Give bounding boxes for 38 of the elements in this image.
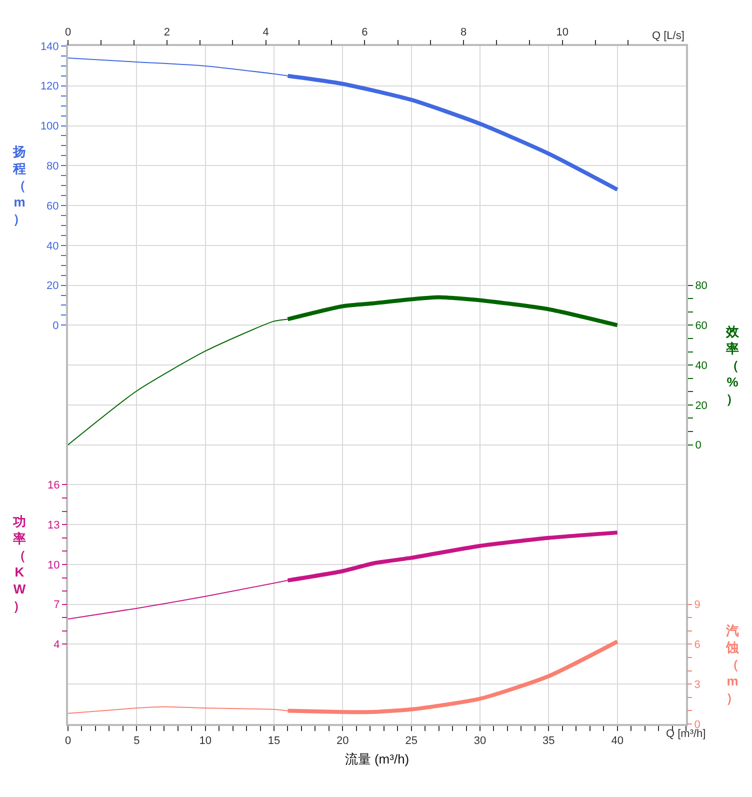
y-tick-label: 120 xyxy=(40,80,59,93)
y-tick-label: 9 xyxy=(694,599,700,612)
text: Q [m³/h] xyxy=(666,728,706,740)
x-tick-label: 0 xyxy=(64,735,72,748)
x2-tick-label: 8 xyxy=(460,26,467,39)
y-axis-title: 汽蚀（m） xyxy=(725,623,739,706)
y-tick-label: 3 xyxy=(694,678,700,691)
y3-axis-title: 功率（KW） xyxy=(12,514,26,614)
x2-tick-label: 6 xyxy=(362,26,368,39)
y-tick-label: 20 xyxy=(46,280,59,292)
x-tick-label: 30 xyxy=(474,735,486,748)
y-tick-label: 140 xyxy=(40,40,59,53)
x2-tick-label: 10 xyxy=(556,26,569,39)
y-tick-label: 100 xyxy=(40,120,59,133)
x-tick-label: 35 xyxy=(542,735,555,748)
x-tick-label: 25 xyxy=(405,735,418,748)
x2-axis-title: Q [L/s] xyxy=(652,30,684,42)
y3-tick-label: 4 xyxy=(54,639,60,652)
x-tick-label: 20 xyxy=(336,735,349,748)
y-axis-title: 扬程（m） xyxy=(12,144,26,227)
y-tick-label: 80 xyxy=(46,160,59,172)
y3-tick-label: 16 xyxy=(48,480,60,492)
y2-axis-title: 效率（%） xyxy=(725,324,740,407)
y-tick-label: 0 xyxy=(52,320,59,332)
x2-tick-label: 4 xyxy=(262,26,269,39)
x-tick-label: 5 xyxy=(134,735,140,748)
x2-tick-label: 0 xyxy=(64,26,72,39)
x-axis-title: 流量 (m³/h) xyxy=(344,751,410,766)
y-tick-label: 60 xyxy=(46,200,59,212)
y-tick-label: 40 xyxy=(46,240,59,252)
y3-tick-label: 7 xyxy=(54,599,60,612)
y3-tick-label: 10 xyxy=(48,559,60,572)
x-tick-label: 10 xyxy=(199,735,212,748)
x2-tick-label: 2 xyxy=(164,26,170,39)
y3-tick-label: 13 xyxy=(48,519,60,532)
x-tick-label: 15 xyxy=(268,735,280,748)
x-tick-label: 40 xyxy=(611,735,624,748)
y-tick-label: 6 xyxy=(694,639,700,652)
